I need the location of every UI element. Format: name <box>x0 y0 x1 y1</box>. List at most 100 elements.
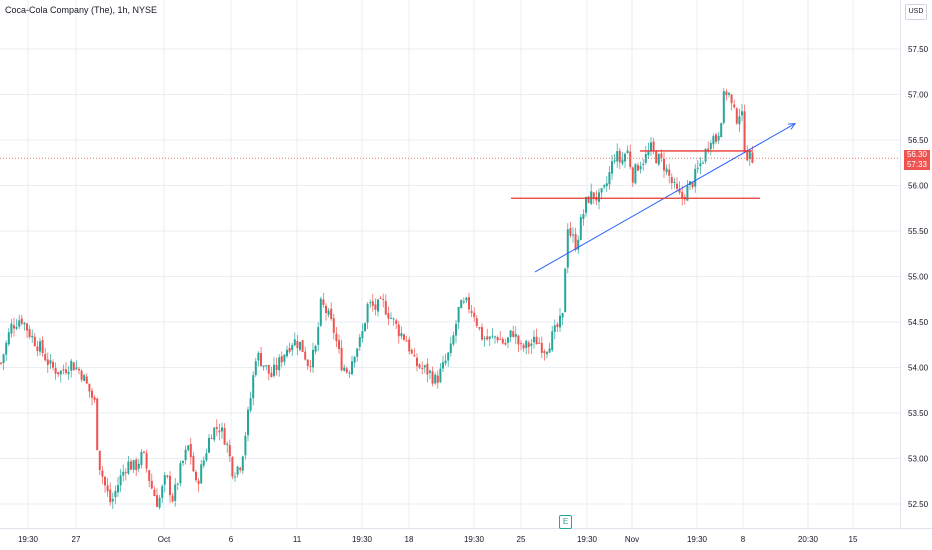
candle <box>712 133 715 150</box>
price-tick-label: 57.50 <box>908 45 929 54</box>
candle-body <box>106 485 109 492</box>
candle-body <box>249 398 252 411</box>
candle-body <box>322 299 325 305</box>
candle-body <box>553 325 556 332</box>
candle <box>335 326 338 348</box>
candle <box>426 358 429 383</box>
candle <box>140 449 143 469</box>
candle <box>98 450 101 476</box>
candle-body <box>720 123 723 138</box>
candle <box>733 99 736 109</box>
candle-body <box>725 91 728 96</box>
candle <box>361 323 364 343</box>
price-tick-label: 56.50 <box>908 136 929 145</box>
candle-body <box>26 323 28 331</box>
candle-body <box>80 370 83 380</box>
time-tick-label: Nov <box>625 535 639 544</box>
candle <box>26 322 28 339</box>
candle-body <box>278 357 281 371</box>
drawings[interactable] <box>511 123 796 273</box>
time-tick-label: 20:30 <box>798 535 819 544</box>
candle-body <box>340 347 343 371</box>
candle <box>512 325 515 338</box>
candle-body <box>364 323 366 332</box>
time-axis[interactable]: 19:30 27 Oct 6 11 19:30 18 19:30 25 19:30 Nov 19:30… <box>18 535 858 544</box>
candle-body <box>538 342 541 344</box>
candle-body <box>111 498 114 502</box>
price-axis[interactable]: 57.50 57.00 56.50 56.00 55.50 55.00 54.50 54.00… <box>908 45 929 509</box>
candle <box>457 306 460 330</box>
candle-body <box>41 340 44 354</box>
candle-body <box>65 369 67 373</box>
candle <box>717 132 720 144</box>
candle <box>616 143 619 168</box>
currency-button[interactable]: USD <box>905 4 927 20</box>
candle <box>156 488 158 508</box>
candle-body <box>356 348 359 357</box>
time-tick-label: 19:30 <box>687 535 708 544</box>
candle-body <box>267 364 270 374</box>
candle <box>275 357 278 376</box>
candle-body <box>486 336 489 340</box>
candle <box>343 364 346 372</box>
candle-body <box>150 480 153 489</box>
candle-body <box>166 475 169 477</box>
candle-body <box>587 196 590 203</box>
candle-body <box>509 330 512 338</box>
candle-body <box>31 335 34 338</box>
candle-body <box>624 153 626 162</box>
candle-body <box>332 318 335 333</box>
candle-body <box>13 325 15 329</box>
candle-body <box>218 430 221 433</box>
candle-body <box>252 375 255 399</box>
candle <box>421 361 424 375</box>
candle <box>686 180 689 201</box>
candle <box>668 163 671 184</box>
candle-body <box>460 300 463 309</box>
candle <box>270 366 273 378</box>
last-price-label: 56.30 57:33 <box>904 150 930 170</box>
candle <box>611 154 613 180</box>
candle-body <box>304 351 307 360</box>
candle-body <box>262 365 265 367</box>
candle-body <box>673 181 676 183</box>
candle-body <box>293 339 296 346</box>
candle <box>559 307 561 333</box>
candle-body <box>496 337 499 341</box>
candle <box>286 345 288 359</box>
candle-body <box>33 336 36 347</box>
candle <box>371 293 374 312</box>
candle-body <box>306 359 309 367</box>
price-tick-label: 54.00 <box>908 364 929 373</box>
candle <box>101 466 104 484</box>
candle-body <box>88 383 91 392</box>
time-tick-label: 19:30 <box>18 535 39 544</box>
candle <box>387 306 390 326</box>
candle <box>143 450 145 454</box>
candle <box>665 164 668 176</box>
candle <box>260 346 262 367</box>
candle-body <box>161 486 164 499</box>
candle-body <box>369 302 372 304</box>
candle <box>403 333 405 342</box>
candle-body <box>5 342 8 355</box>
candle <box>106 477 109 497</box>
time-tick-label: 15 <box>849 535 858 544</box>
earnings-marker[interactable]: E <box>559 515 572 529</box>
trendline-arrowhead <box>787 123 796 130</box>
price-tick-label: 53.00 <box>908 455 929 464</box>
candle-body <box>75 367 78 370</box>
candle <box>301 340 304 353</box>
candle-body <box>382 299 385 301</box>
candle <box>67 366 70 380</box>
candle-body <box>202 460 205 466</box>
candle <box>738 108 741 133</box>
candle <box>57 372 60 378</box>
candle <box>353 356 356 368</box>
candle-body <box>548 348 551 353</box>
candle <box>150 473 153 490</box>
candle-body <box>436 375 439 383</box>
candle-body <box>639 166 642 170</box>
candle <box>187 444 190 452</box>
